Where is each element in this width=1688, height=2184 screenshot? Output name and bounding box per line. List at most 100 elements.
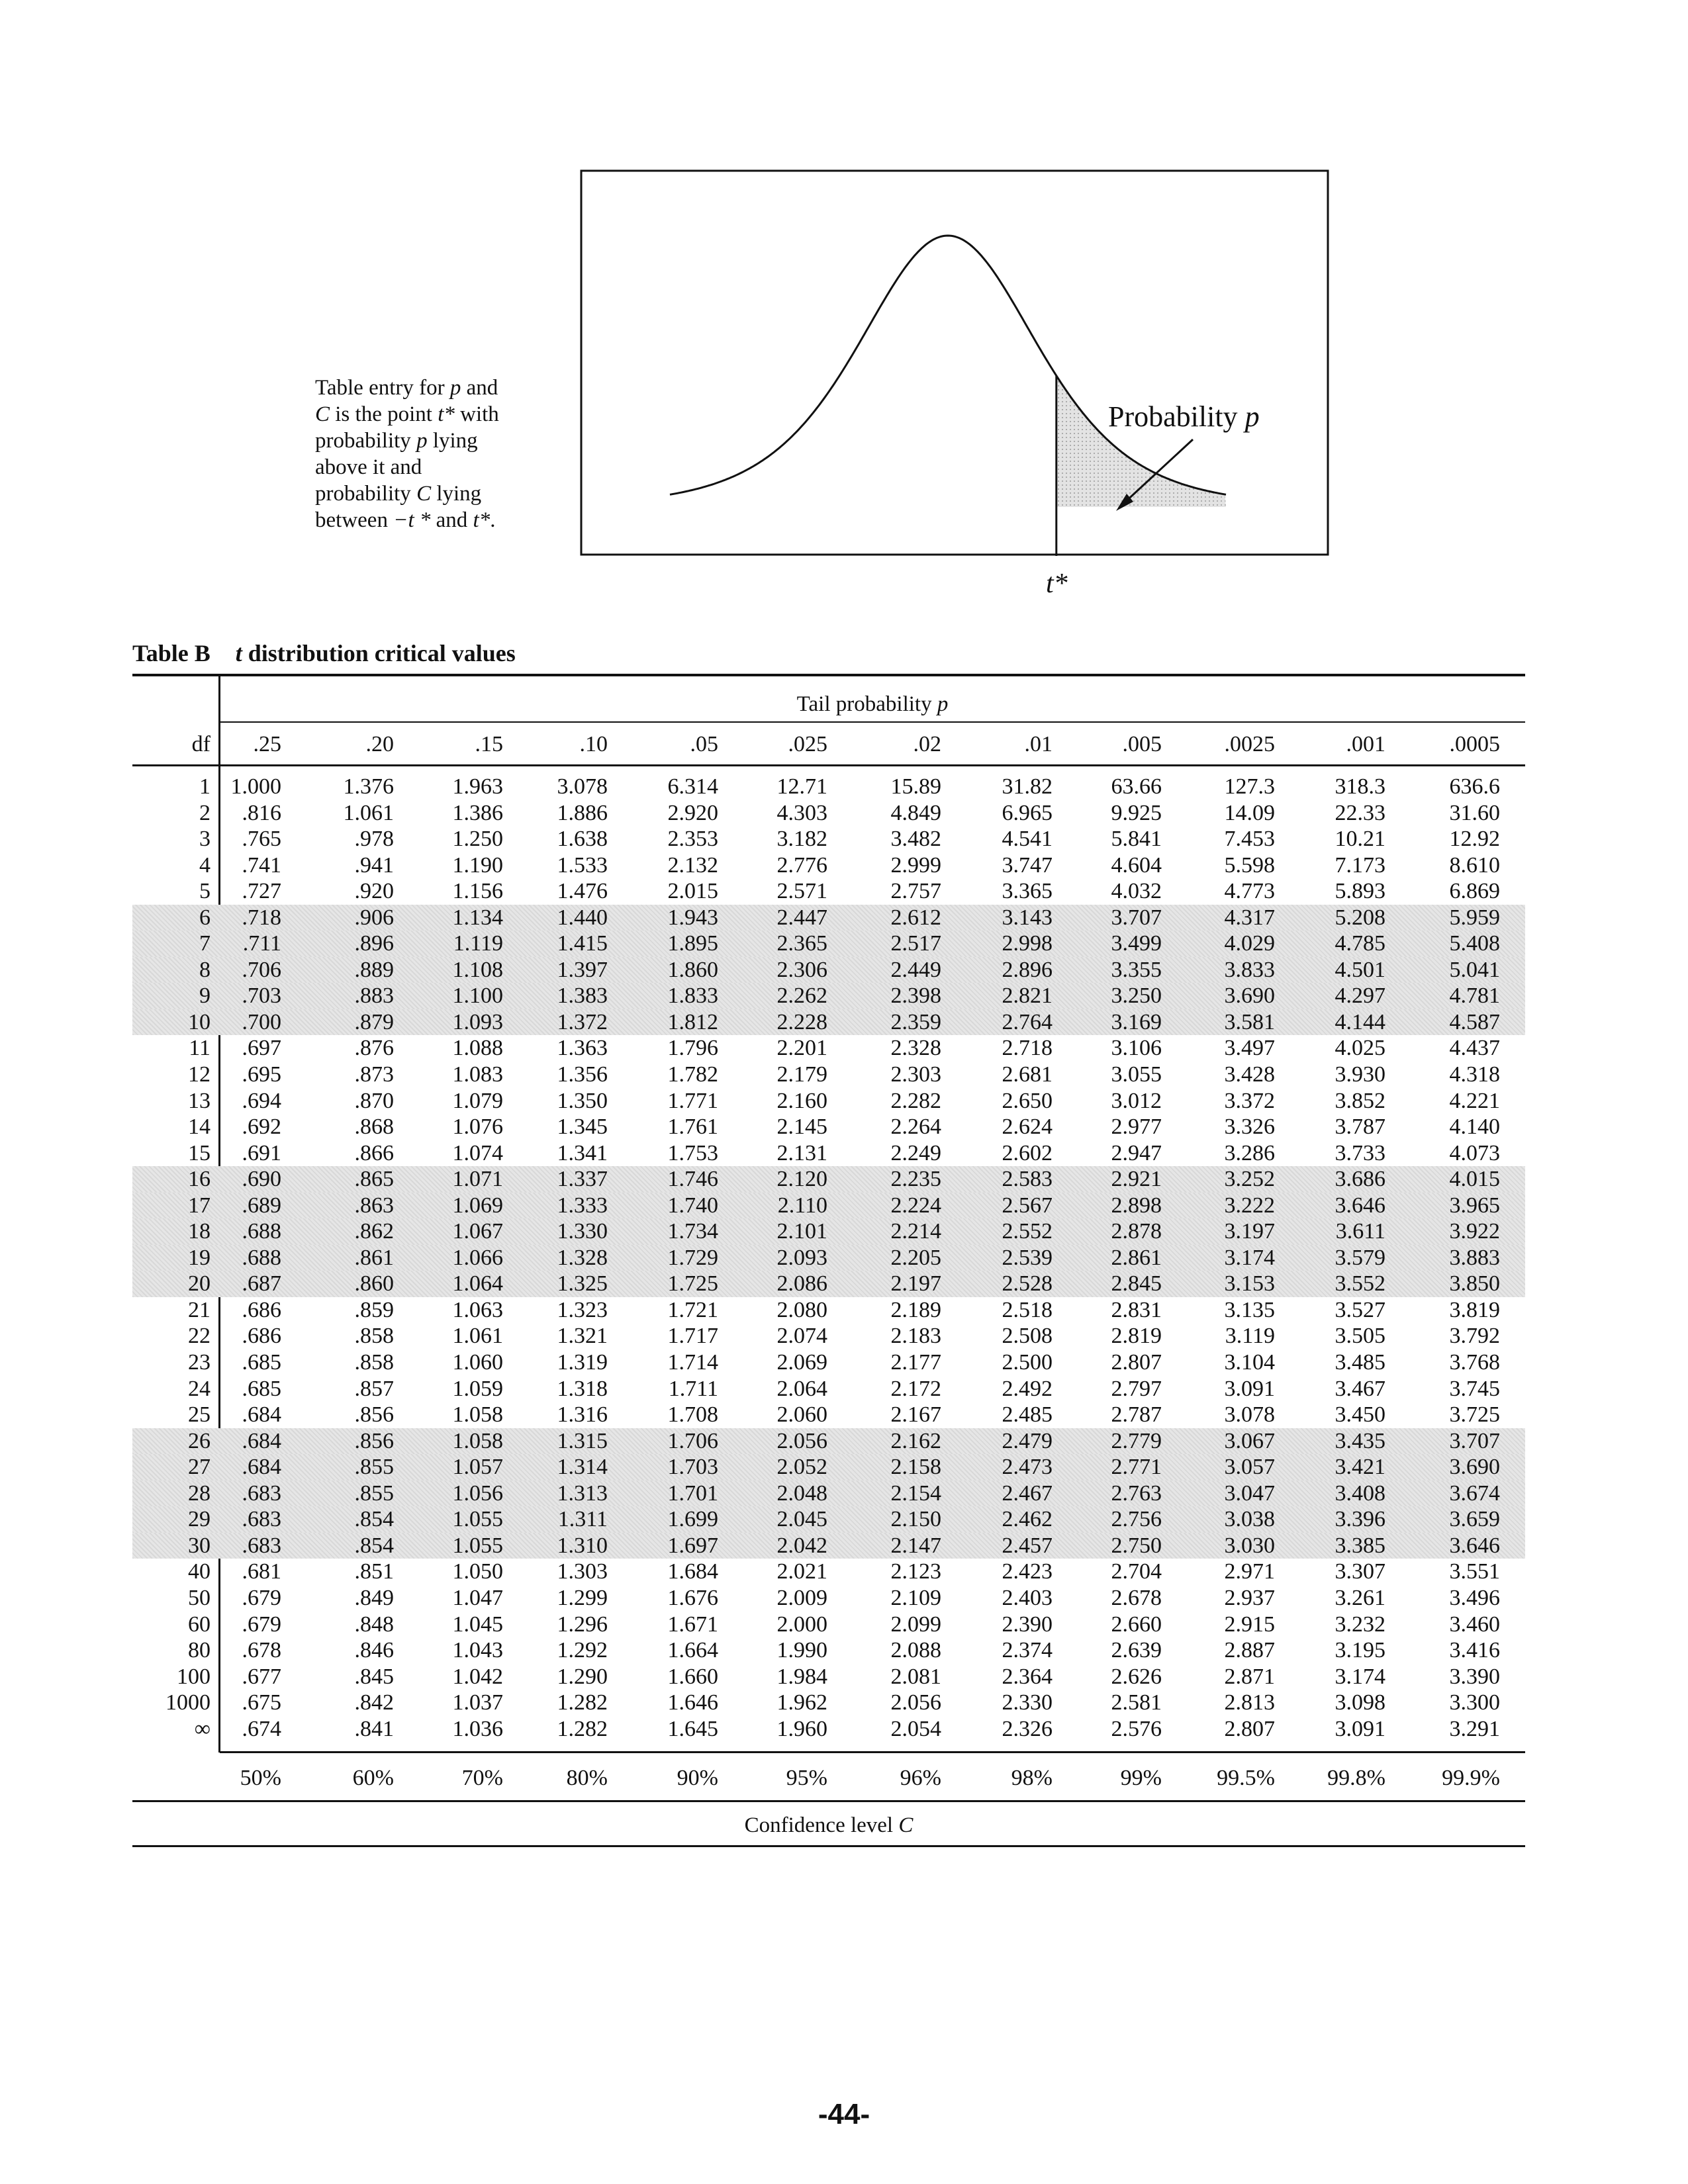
value-cell: 1.645 (667, 1716, 719, 1741)
value-cell: 2.262 (776, 983, 828, 1009)
value-cell: 3.707 (1111, 905, 1162, 930)
value-cell: 2.473 (1002, 1455, 1053, 1480)
value-cell: .711 (242, 931, 281, 956)
value-cell: 1.729 (667, 1245, 719, 1270)
value-cell: 1.746 (667, 1167, 719, 1192)
table-row: 14 .692 .868 1.076 1.345 1.761 2.145 2.264 2.624… (132, 1114, 1525, 1140)
note-text: and (430, 508, 473, 532)
value-cell: 1.064 (452, 1271, 504, 1297)
value-cell: 2.567 (1002, 1193, 1053, 1218)
value-cell: 3.055 (1111, 1062, 1162, 1087)
value-cell: 2.303 (890, 1062, 942, 1087)
value-cell: 2.183 (890, 1324, 942, 1349)
value-cell: 2.009 (776, 1585, 828, 1610)
value-cell: .679 (242, 1585, 282, 1610)
value-cell: 1.323 (557, 1297, 608, 1322)
value-cell: .765 (242, 827, 282, 852)
value-cell: 3.833 (1224, 957, 1276, 982)
table-title-symbol: t (235, 640, 242, 666)
value-cell: 2.831 (1111, 1297, 1162, 1322)
value-cell: 1.699 (667, 1507, 719, 1532)
value-cell: .683 (242, 1480, 282, 1506)
table-row: 19 .688 .861 1.066 1.328 1.729 2.093 2.205 2.539… (132, 1244, 1525, 1271)
value-cell: 1.319 (557, 1350, 608, 1375)
value-cell: 2.681 (1002, 1062, 1053, 1087)
value-cell: 2.576 (1111, 1716, 1162, 1741)
df-cell: 40 (188, 1559, 211, 1584)
value-cell: 3.579 (1335, 1245, 1386, 1270)
value-cell: 1.962 (776, 1690, 828, 1715)
value-cell: 1.076 (452, 1115, 504, 1140)
table-row: 23 .685 .858 1.060 1.319 1.714 2.069 2.177 2.500… (132, 1349, 1525, 1376)
value-cell: 3.499 (1111, 931, 1162, 956)
table-row: 2 .816 1.061 1.386 1.886 2.920 4.303 4.849 6.965… (132, 800, 1525, 827)
table-row: 18 .688 .862 1.067 1.330 1.734 2.101 2.214 2.552… (132, 1218, 1525, 1245)
value-cell: 63.66 (1111, 774, 1162, 799)
value-cell: 4.501 (1335, 957, 1386, 982)
value-cell: 2.167 (890, 1402, 942, 1428)
note-symbol: C (315, 402, 330, 426)
value-cell: 3.725 (1449, 1402, 1501, 1428)
value-cell: 4.781 (1449, 983, 1501, 1009)
value-cell: 1.083 (452, 1062, 504, 1087)
value-cell: 3.057 (1224, 1455, 1276, 1480)
value-cell: 3.646 (1335, 1193, 1386, 1218)
value-cell: 3.551 (1449, 1559, 1501, 1584)
value-cell: 2.353 (667, 827, 719, 852)
value-cell: .678 (242, 1638, 282, 1663)
value-cell: 9.925 (1111, 800, 1162, 825)
value-cell: 2.000 (776, 1612, 828, 1637)
value-cell: .816 (242, 800, 282, 825)
value-cell: 3.745 (1449, 1376, 1501, 1401)
value-cell: 2.398 (890, 983, 942, 1009)
value-cell: .865 (354, 1167, 395, 1192)
value-cell: 1.328 (557, 1245, 608, 1270)
df-cell: 1000 (165, 1690, 211, 1715)
value-cell: 2.517 (890, 931, 942, 956)
value-cell: .870 (354, 1088, 395, 1113)
value-cell: .703 (242, 983, 282, 1009)
value-cell: 3.482 (890, 827, 942, 852)
value-cell: 2.508 (1002, 1324, 1053, 1349)
value-cell: 2.048 (776, 1480, 828, 1506)
value-cell: 3.307 (1335, 1559, 1386, 1584)
value-cell: 1.363 (557, 1036, 608, 1061)
value-cell: 2.999 (890, 852, 942, 878)
value-cell: 2.330 (1002, 1690, 1053, 1715)
value-cell: 2.110 (777, 1193, 827, 1218)
value-cell: .691 (242, 1140, 282, 1165)
value-cell: .683 (242, 1507, 282, 1532)
confidence-cell: 99.8% (1327, 1766, 1385, 1790)
value-cell: 2.764 (1002, 1009, 1053, 1034)
value-cell: 3.174 (1224, 1245, 1276, 1270)
value-cell: .941 (354, 852, 395, 878)
value-cell: 3.485 (1335, 1350, 1386, 1375)
table-row: 40 .681 .851 1.050 1.303 1.684 2.021 2.123 2.423… (132, 1559, 1525, 1585)
value-cell: .863 (354, 1193, 395, 1218)
df-header: df (191, 732, 211, 756)
value-cell: 1.059 (452, 1376, 504, 1401)
df-cell: 9 (199, 983, 211, 1009)
value-cell: 2.757 (890, 879, 942, 904)
value-cell: 4.140 (1449, 1115, 1501, 1140)
value-cell: 3.143 (1002, 905, 1053, 930)
table-letter: Table B (132, 640, 211, 666)
value-cell: 12.92 (1449, 827, 1501, 852)
note-symbol: C (416, 482, 432, 506)
value-cell: 2.660 (1111, 1612, 1162, 1637)
value-cell: 1.860 (667, 957, 719, 982)
value-cell: 1.093 (452, 1009, 504, 1034)
note-text: with (454, 402, 499, 426)
tstar-label: t* (1046, 569, 1068, 599)
value-cell: .889 (354, 957, 395, 982)
value-cell: 2.249 (890, 1140, 942, 1165)
confidence-cell: 98% (1011, 1766, 1053, 1790)
value-cell: 5.041 (1449, 957, 1501, 982)
value-cell: 2.306 (776, 957, 828, 982)
value-cell: .674 (242, 1716, 282, 1741)
value-cell: 3.106 (1111, 1036, 1162, 1061)
value-cell: 1.057 (452, 1455, 504, 1480)
value-cell: 1.060 (452, 1350, 504, 1375)
value-cell: 1.250 (452, 827, 504, 852)
value-cell: 4.785 (1335, 931, 1386, 956)
